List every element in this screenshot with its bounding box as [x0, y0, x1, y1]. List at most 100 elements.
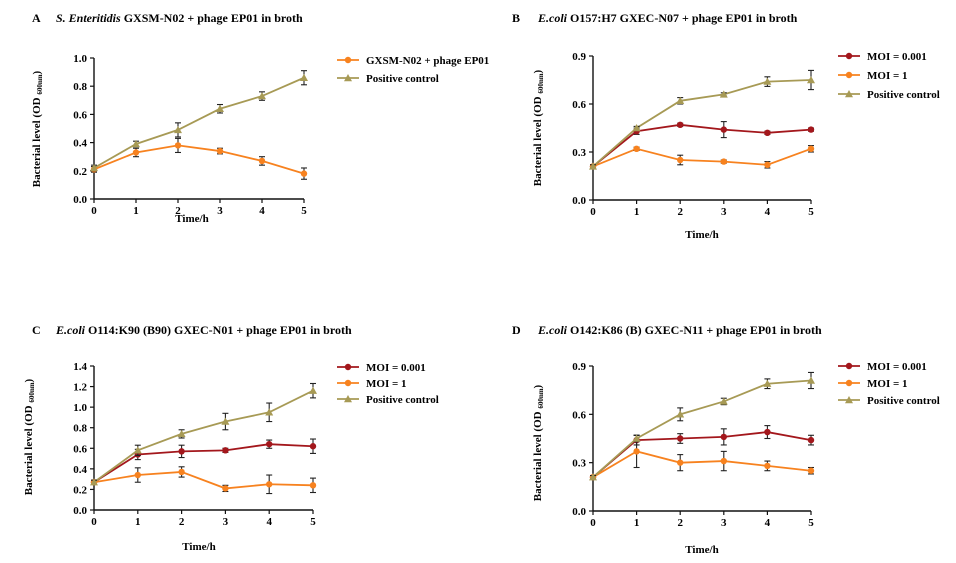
- legend-item: MOI = 1: [337, 378, 407, 390]
- legend-marker: [845, 71, 853, 79]
- y-tick-label: 1.0: [73, 53, 87, 65]
- x-tick-label: 5: [808, 517, 814, 529]
- y-tick-label: 0.9: [572, 361, 586, 373]
- y-tick-label: 0.6: [572, 99, 586, 111]
- panel-d-xlabel: Time/h: [685, 544, 718, 556]
- y-tick-label: 0.8: [73, 423, 87, 435]
- panel-d-ylabel-sub: 600nm: [537, 388, 545, 408]
- legend-label: Positive control: [366, 73, 439, 85]
- panel-b-ylabel: Bacterial level (OD 600nm): [532, 69, 545, 186]
- panel-b-letter: B: [512, 11, 520, 25]
- panel-c-title-rest: O114:K90 (B90) GXEC-N01 + phage EP01 in …: [85, 323, 352, 337]
- x-tick-label: 3: [217, 205, 223, 217]
- data-point: [132, 140, 140, 148]
- data-point: [589, 473, 597, 481]
- panel-b-title: E.coli O157:H7 GXEC-N07 + phage EP01 in …: [537, 11, 798, 25]
- x-tick-label: 0: [91, 205, 97, 217]
- y-tick-label: 1.2: [73, 382, 87, 394]
- y-tick-label: 0.6: [73, 109, 87, 121]
- data-point: [589, 162, 597, 170]
- legend-label: Positive control: [867, 89, 940, 101]
- panel-a-legend: GXSM-N02 + phage EP01 Positive control: [337, 55, 489, 85]
- panel-c-letter: C: [32, 323, 41, 337]
- data-point: [266, 481, 273, 488]
- panel-b-ylabel-main: Bacterial level (OD: [532, 94, 544, 187]
- series-line: [592, 147, 812, 168]
- panel-b-plot: 0.0 0.3 0.6 0.9 0 1 2 3 4 5: [572, 51, 815, 218]
- data-point: [174, 125, 182, 134]
- legend-label: Positive control: [366, 394, 439, 406]
- y-tick-label: 0.4: [73, 138, 87, 150]
- legend-item: Positive control: [838, 89, 940, 101]
- data-point: [677, 459, 684, 466]
- x-tick-label: 3: [721, 517, 727, 529]
- legend-label: Positive control: [867, 395, 940, 407]
- data-point: [719, 397, 728, 405]
- y-tick-label: 0.2: [73, 484, 87, 496]
- data-point: [177, 429, 186, 438]
- panel-d-legend: MOI = 0.001 MOI = 1 Positive control: [838, 361, 940, 407]
- panel-a-ylabel-close: ): [31, 70, 43, 74]
- legend-item: Positive control: [337, 394, 439, 406]
- data-point: [134, 471, 141, 479]
- panel-d-title-organism: E.coli: [537, 323, 568, 337]
- data-point: [633, 145, 640, 152]
- legend-label: MOI = 1: [867, 378, 908, 390]
- panel-c-title: E.coli O114:K90 (B90) GXEC-N01 + phage E…: [55, 323, 352, 337]
- series-moi_low: [90, 438, 317, 486]
- data-point: [266, 440, 273, 448]
- data-point: [677, 435, 684, 442]
- y-tick-label: 0.6: [572, 409, 586, 421]
- x-tick-label: 1: [135, 516, 141, 528]
- panel-d-plot: 0.0 0.3 0.6 0.9 0 1 2 3 4 5: [572, 361, 815, 529]
- x-tick-label: 3: [223, 516, 229, 528]
- data-point: [763, 379, 772, 387]
- panel-c-ylabel-main: Bacterial level (OD: [23, 403, 35, 496]
- panel-a-title-rest: GXSM-N02 + phage EP01 in broth: [121, 11, 303, 25]
- x-tick-label: 2: [677, 206, 683, 218]
- legend-item: MOI = 0.001: [838, 361, 927, 373]
- panel-a-ylabel-main: Bacterial level (OD: [31, 95, 43, 188]
- y-tick-label: 0.6: [73, 443, 87, 455]
- data-point: [764, 129, 771, 136]
- panel-c-plot: 0.0 0.2 0.4 0.6 0.8 1.0 1.2 1.4 0 1 2 3 4 5: [73, 361, 317, 528]
- data-point: [720, 158, 727, 165]
- legend-marker: [344, 56, 352, 64]
- panel-a-xlabel: Time/h: [175, 213, 208, 225]
- panel-d-ylabel: Bacterial level (OD 600nm): [532, 384, 545, 501]
- data-point: [807, 145, 815, 152]
- x-tick-label: 1: [133, 205, 139, 217]
- data-point: [90, 163, 98, 172]
- series-moi_high: [90, 137, 308, 180]
- x-tick-label: 2: [677, 517, 683, 529]
- data-point: [676, 96, 685, 104]
- data-point: [216, 147, 224, 155]
- data-point: [807, 126, 815, 133]
- x-tick-label: 4: [259, 205, 265, 217]
- legend-label: MOI = 1: [366, 378, 407, 390]
- data-point: [133, 446, 142, 454]
- legend-item: MOI = 1: [838, 70, 908, 82]
- y-tick-label: 0.3: [572, 458, 586, 470]
- x-tick-label: 0: [590, 517, 596, 529]
- data-point: [807, 76, 815, 84]
- data-point: [720, 457, 727, 465]
- series-line: [93, 389, 314, 483]
- x-tick-label: 5: [808, 206, 814, 218]
- series-moi_high: [90, 466, 317, 495]
- x-tick-label: 5: [301, 205, 307, 217]
- y-tick-label: 1.4: [73, 361, 87, 373]
- y-tick-label: 0.0: [572, 506, 586, 518]
- panel-c: C E.coli O114:K90 (B90) GXEC-N01 + phage…: [23, 323, 439, 553]
- legend-item: Positive control: [838, 395, 940, 407]
- data-point: [807, 376, 815, 384]
- panel-b-title-organism: E.coli: [537, 11, 568, 25]
- legend-item: MOI = 1: [838, 378, 908, 390]
- series-line: [93, 76, 305, 169]
- y-tick-label: 0.3: [572, 147, 586, 159]
- data-point: [633, 448, 640, 455]
- data-point: [807, 436, 815, 444]
- x-tick-label: 0: [590, 206, 596, 218]
- y-tick-label: 0.0: [73, 505, 87, 517]
